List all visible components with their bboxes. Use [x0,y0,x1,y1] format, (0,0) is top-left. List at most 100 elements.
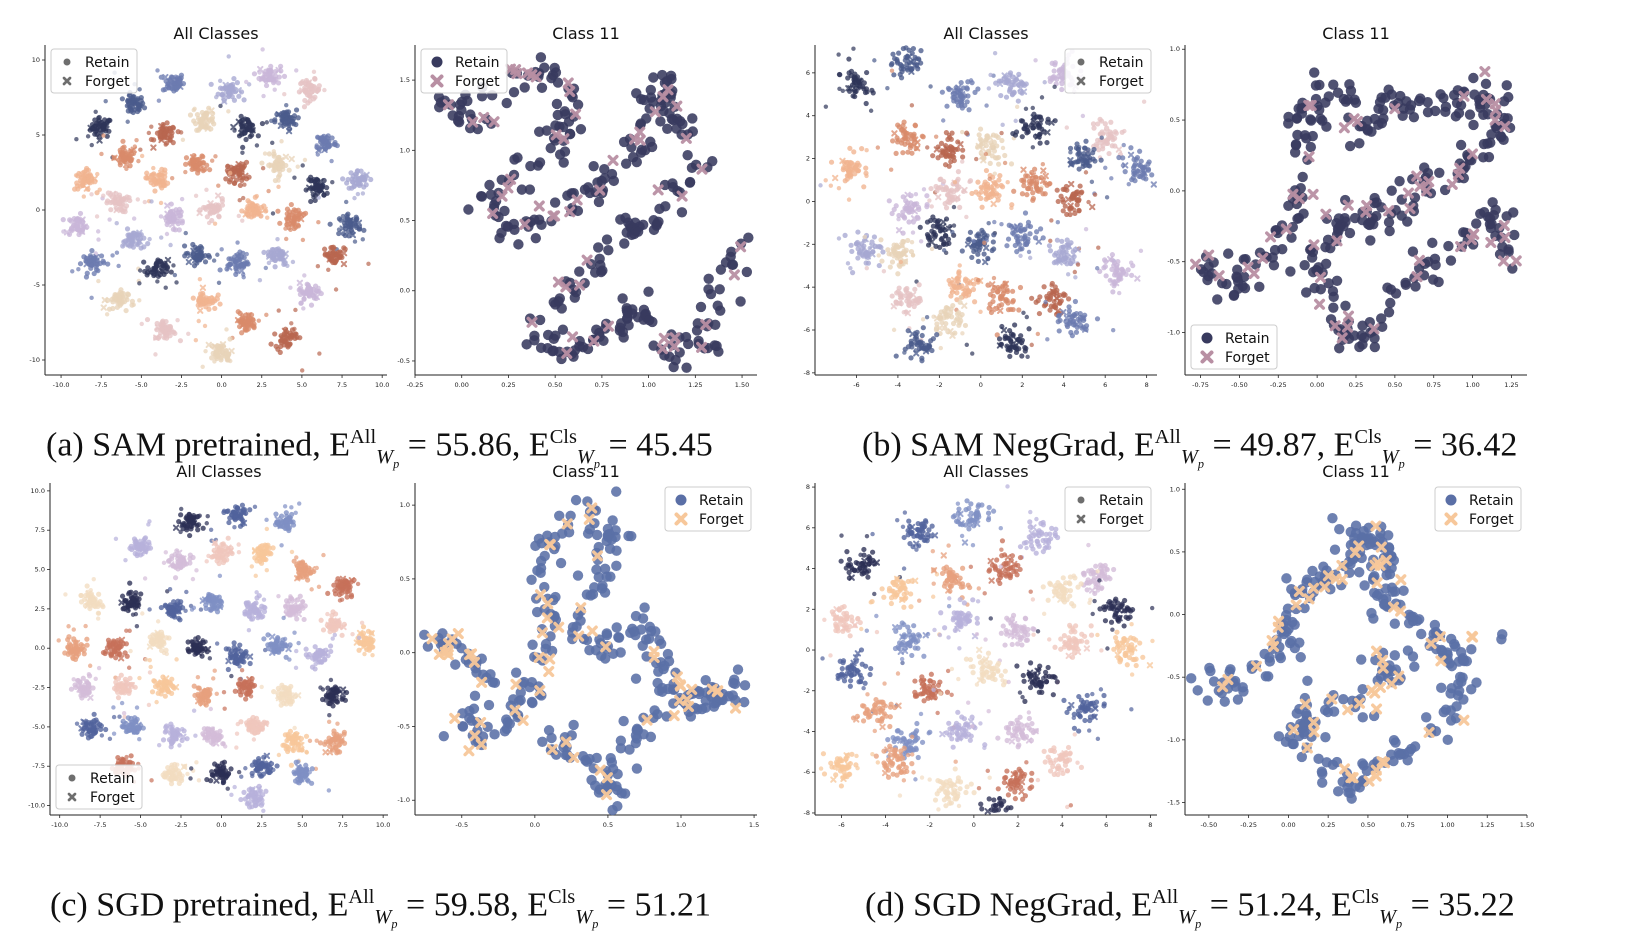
retain-point [111,199,118,206]
retain-point [1039,95,1045,100]
retain-point [919,133,925,139]
retain-point [277,157,283,163]
retain-point [1000,122,1005,128]
retain-point [152,188,158,194]
forget-point [1485,236,1497,248]
retain-point [271,149,276,154]
retain-point [958,295,964,300]
retain-point [197,276,203,282]
retain-point [157,133,163,139]
retain-point [1328,79,1339,90]
retain-point [1503,91,1514,103]
retain-point [116,201,122,207]
retain-point [206,105,212,111]
retain-point [214,94,219,100]
retain-point [917,224,923,230]
retain-point [60,217,66,223]
y-tick-label: -2 [804,240,810,248]
retain-point [1004,243,1010,249]
retain-point [113,191,119,197]
retain-point [881,269,887,274]
retain-point [955,278,961,284]
retain-point [910,46,916,52]
retain-point [951,204,957,210]
retain-point [967,229,974,235]
retain-point [329,135,335,141]
retain-point [311,69,317,75]
retain-point [1354,341,1365,353]
retain-point [276,178,281,183]
retain-point [1487,197,1498,208]
retain-point [239,165,246,171]
retain-point [485,189,497,200]
y-tick-label: 0.0 [400,287,410,295]
retain-point [1010,288,1016,294]
retain-point [941,118,946,123]
retain-point [1000,290,1006,296]
retain-point [261,93,266,99]
retain-point [898,259,904,265]
retain-point [893,244,899,250]
retain-point [599,173,610,184]
retain-point [534,314,546,326]
retain-point [194,522,200,528]
retain-point [1427,237,1438,249]
retain-point [228,358,233,364]
retain-point [568,188,579,199]
retain-point [627,152,639,163]
retain-point [1107,277,1113,283]
retain-point [957,263,962,268]
retain-point [1101,257,1108,263]
retain-point [123,557,128,563]
retain-point [938,236,944,243]
retain-point [1131,163,1138,169]
retain-point [74,136,79,142]
retain-point [1062,255,1068,261]
retain-point [352,220,358,226]
retain-point [315,135,321,140]
retain-point [89,192,94,197]
retain-point [849,82,855,88]
retain-point [916,282,922,288]
retain-point [160,178,166,184]
retain-point [999,221,1004,227]
retain-point [107,217,112,222]
y-tick-label: -10.0 [28,802,45,810]
retain-point [1029,342,1034,348]
retain-point [1212,294,1223,305]
retain-point [223,348,229,354]
retain-point [1385,297,1396,309]
retain-point [849,248,855,255]
forget-point [1479,66,1491,78]
y-tick-label: 2 [806,155,810,163]
retain-point [1141,99,1147,104]
retain-point [234,80,240,86]
forget-point [164,202,171,209]
retain-point [1378,113,1389,124]
retain-point [915,204,922,210]
retain-point [994,143,1000,149]
retain-point [595,266,607,278]
retain-point [983,137,989,143]
retain-point [203,304,209,310]
retain-point [168,269,174,275]
retain-point [869,87,875,93]
retain-point [260,47,265,52]
retain-point [1323,91,1334,102]
retain-point [158,214,164,219]
retain-point [1047,180,1053,187]
retain-point [996,336,1003,342]
retain-point [262,77,268,83]
retain-point [344,212,350,219]
retain-point [162,174,168,180]
retain-point [360,237,365,242]
retain-point [1081,324,1087,330]
retain-point [104,200,110,206]
retain-point [285,344,291,350]
retain-point [321,139,326,144]
retain-point [988,191,994,197]
retain-point [499,205,510,217]
retain-point [900,194,906,200]
retain-point [1029,295,1035,301]
